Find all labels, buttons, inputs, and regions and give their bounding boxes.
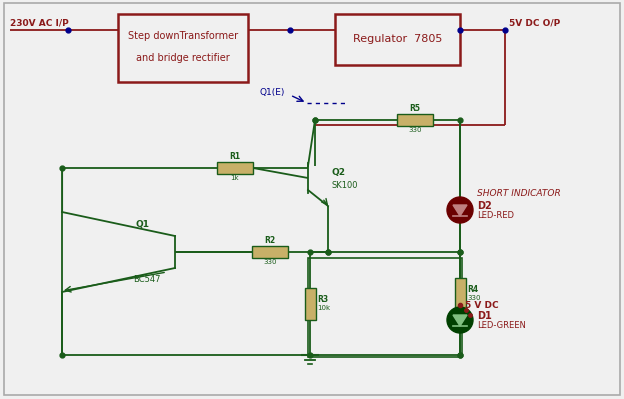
Bar bbox=[252, 246, 288, 258]
Text: R4: R4 bbox=[467, 285, 479, 294]
Text: Q2: Q2 bbox=[332, 168, 346, 178]
Text: 1k: 1k bbox=[231, 175, 240, 181]
Bar bbox=[335, 14, 460, 65]
Polygon shape bbox=[453, 315, 467, 326]
Bar bbox=[454, 277, 466, 310]
Text: 230V AC I/P: 230V AC I/P bbox=[10, 18, 69, 27]
Text: 330: 330 bbox=[408, 127, 422, 133]
Text: R2: R2 bbox=[265, 236, 276, 245]
Text: D1: D1 bbox=[477, 311, 492, 321]
Text: BC547: BC547 bbox=[134, 275, 161, 284]
Text: LED-GREEN: LED-GREEN bbox=[477, 322, 526, 330]
Bar bbox=[217, 162, 253, 174]
Bar bbox=[118, 14, 248, 82]
Bar bbox=[397, 114, 433, 126]
Text: Q1(E): Q1(E) bbox=[260, 87, 285, 97]
Text: and bridge rectifier: and bridge rectifier bbox=[136, 53, 230, 63]
Text: 5 V DC: 5 V DC bbox=[465, 300, 499, 310]
Text: R3: R3 bbox=[318, 295, 329, 304]
Text: 5V DC O/P: 5V DC O/P bbox=[509, 18, 560, 27]
Circle shape bbox=[447, 307, 473, 333]
Text: SK100: SK100 bbox=[332, 180, 359, 190]
Text: LED-RED: LED-RED bbox=[477, 211, 514, 221]
Text: Step downTransformer: Step downTransformer bbox=[128, 31, 238, 41]
Bar bbox=[308, 258, 462, 357]
Text: 10k: 10k bbox=[318, 304, 331, 310]
Text: 330: 330 bbox=[467, 294, 481, 300]
Text: 330: 330 bbox=[263, 259, 277, 265]
Text: D2: D2 bbox=[477, 201, 492, 211]
Text: Q1: Q1 bbox=[136, 219, 150, 229]
Text: R5: R5 bbox=[409, 104, 421, 113]
Text: R1: R1 bbox=[230, 152, 241, 161]
Circle shape bbox=[447, 197, 473, 223]
Bar bbox=[305, 288, 316, 320]
Text: Regulator  7805: Regulator 7805 bbox=[353, 34, 442, 45]
Polygon shape bbox=[453, 205, 467, 216]
Text: SHORT INDICATOR: SHORT INDICATOR bbox=[477, 190, 561, 198]
